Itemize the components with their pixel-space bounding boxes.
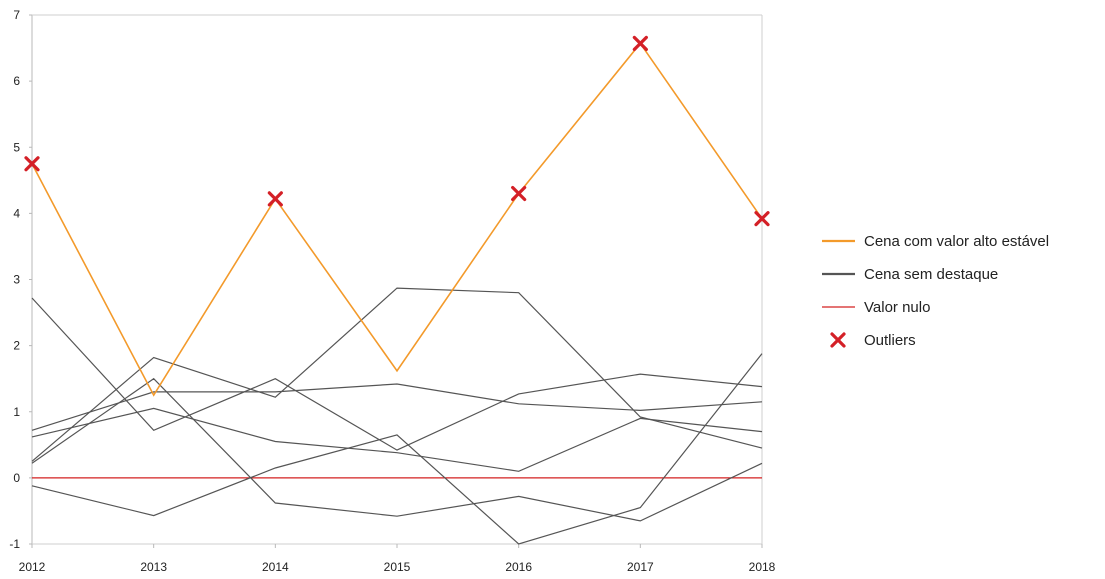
legend-label: Cena com valor alto estável (864, 233, 1049, 250)
legend-label: Cena sem destaque (864, 266, 998, 283)
y-tick-label: 5 (13, 140, 20, 154)
background-series-line-4 (31, 287, 763, 462)
background-series-line-6 (31, 353, 763, 545)
x-tick-label: 2017 (627, 560, 654, 574)
background-series-line-3 (31, 407, 763, 472)
y-tick-label: 0 (13, 471, 20, 485)
plot-frame (31, 14, 763, 545)
x-tick-label: 2013 (140, 560, 167, 574)
outlier-markers (24, 35, 770, 227)
x-tick-label: 2012 (19, 560, 46, 574)
y-tick-label: 2 (13, 339, 20, 353)
x-tick-label: 2015 (384, 560, 411, 574)
y-tick-label: -1 (9, 537, 20, 551)
outlier-marker-2017 (632, 35, 648, 52)
y-axis-ticks: -1 0 1 2 3 4 5 6 7 (9, 8, 32, 551)
y-tick-label: 4 (13, 206, 20, 220)
legend: Cena com valor alto estável Cena sem dest… (822, 233, 1049, 349)
background-series-line-2 (31, 377, 763, 522)
highlight-series-line (31, 42, 763, 397)
background-series-line-5 (31, 383, 763, 431)
outlier-marker-2012 (24, 156, 40, 172)
outlier-marker-2018 (754, 211, 770, 227)
legend-item-3: Valor nulo (822, 299, 930, 316)
highlight-series-group (31, 42, 763, 397)
legend-label: Valor nulo (864, 299, 930, 316)
legend-item-2: Cena sem destaque (822, 266, 998, 283)
outlier-stroke (24, 156, 40, 172)
y-tick-label: 3 (13, 273, 20, 287)
x-axis-ticks: 2012 2013 2014 2015 2016 2017 2018 (19, 544, 776, 574)
x-tick-label: 2016 (505, 560, 532, 574)
outlier-stroke (511, 185, 527, 202)
outlier-stroke (632, 35, 648, 52)
y-tick-label: 1 (13, 405, 20, 419)
legend-label: Outliers (864, 332, 916, 349)
background-series-group (31, 287, 763, 545)
legend-swatch (830, 332, 846, 348)
legend-item-1: Cena com valor alto estável (822, 233, 1049, 250)
x-tick-label: 2018 (749, 560, 776, 574)
outlier-stroke (754, 211, 770, 227)
y-tick-label: 6 (13, 74, 20, 88)
x-tick-label: 2014 (262, 560, 289, 574)
outlier-marker-2014 (267, 191, 283, 207)
legend-item-4: Outliers (830, 332, 916, 349)
background-series-line-1 (31, 297, 763, 451)
y-tick-label: 7 (13, 8, 20, 22)
outlier-stroke (267, 191, 283, 207)
outlier-marker-2016 (511, 185, 527, 202)
